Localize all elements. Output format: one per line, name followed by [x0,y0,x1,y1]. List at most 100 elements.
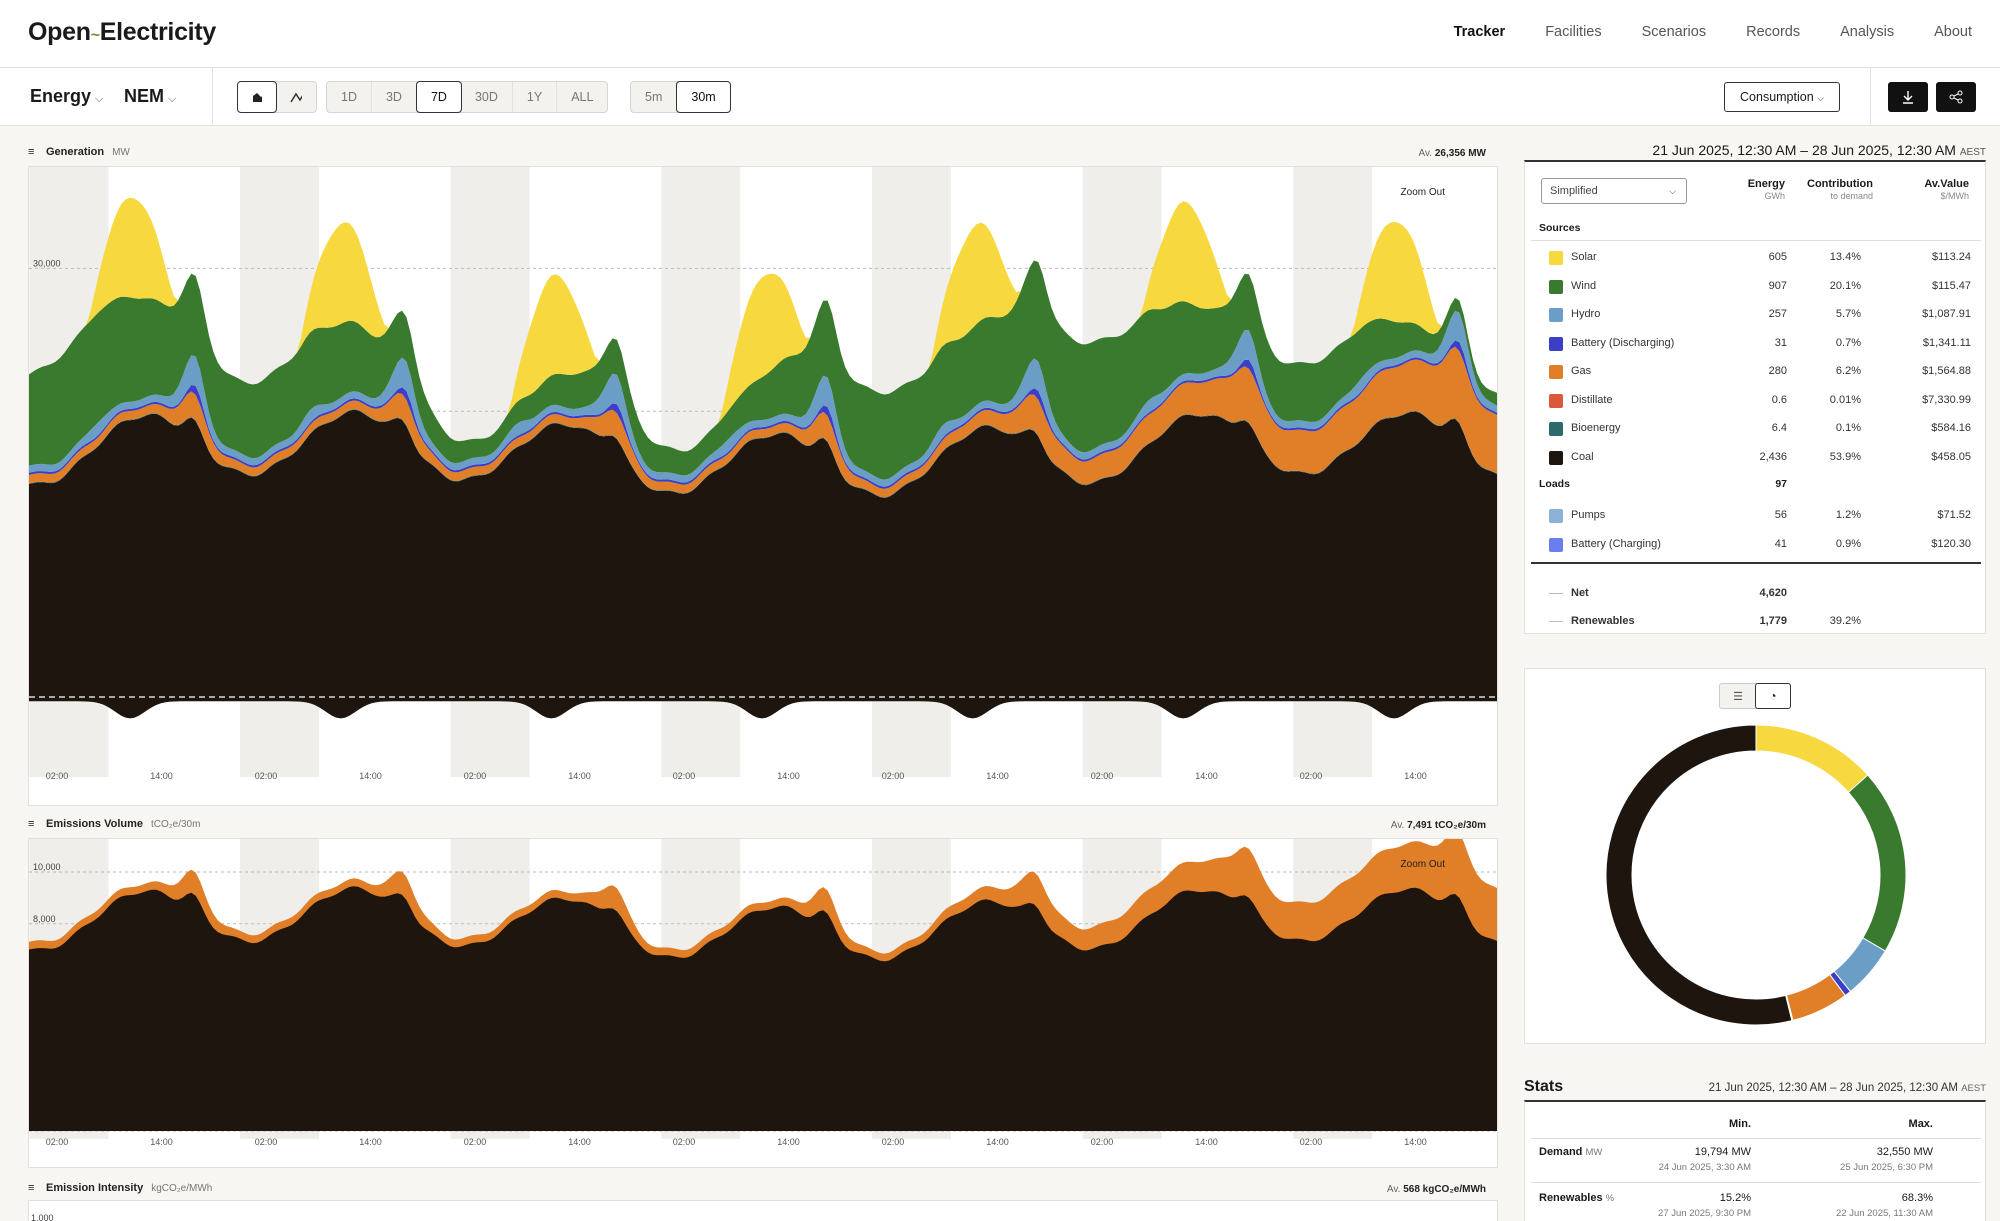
list-view-button[interactable]: ☰ [1720,684,1756,708]
row-name: Solar [1571,251,1597,263]
x-tick-label: 02:00 [1300,1137,1323,1147]
logo[interactable]: Open~Electricity [28,18,216,46]
table-row[interactable]: Coal 2,436 53.9% $458.05 [1539,444,1971,472]
interval-5m[interactable]: 5m [631,82,678,112]
table-row[interactable]: Wind 907 20.1% $115.47 [1539,273,1971,301]
color-swatch [1549,537,1563,552]
loads-area [29,697,1497,719]
color-swatch [1549,365,1563,379]
x-tick-label: 14:00 [359,771,382,781]
metric-selector[interactable]: Energy ⌵ [30,86,104,106]
generation-chart-svg[interactable]: 30,00020,00010,000002:0014:0002:0014:000… [29,167,1498,806]
line-chart-icon [290,92,302,103]
region-selector[interactable]: NEM ⌵ [124,86,177,106]
row-contribution: 0.7% [1835,336,1861,349]
divider [1531,562,1981,564]
nav-tracker[interactable]: Tracker [1453,24,1506,40]
row-energy: 41 [1774,537,1787,550]
consumption-dropdown[interactable]: Consumption ⌵ [1724,82,1840,112]
donut-slice-wind [1847,774,1907,952]
share-button[interactable] [1936,82,1976,112]
x-tick-label: 14:00 [1404,771,1427,781]
intensity-average: Av. 568 kgCO₂e/MWh [1386,1184,1486,1195]
x-tick-label: 14:00 [986,1137,1009,1147]
row-energy: 280 [1768,365,1787,377]
share-icon [1949,90,1963,104]
divider [1531,1182,1981,1183]
range-30d[interactable]: 30D [461,82,513,112]
range-all[interactable]: ALL [571,90,594,104]
emissions-chart[interactable]: 10,0008,0006,0004,0002,000002:0014:0002:… [28,838,1498,1168]
row-energy: 2,436 [1759,450,1787,463]
color-swatch [1549,422,1563,436]
line-chart-button[interactable] [276,82,316,112]
range-3d[interactable]: 3D [372,82,417,112]
table-row[interactable]: Gas 280 6.2% $1,564.88 [1539,358,1971,386]
row-contribution: 0.9% [1835,537,1861,550]
color-swatch [1549,308,1563,322]
mode-dropdown[interactable]: Simplified ⌵ [1541,178,1687,204]
donut-chart[interactable] [1525,669,1987,1045]
x-tick-label: 14:00 [1404,1137,1427,1147]
generation-chart[interactable]: 30,00020,00010,000002:0014:0002:0014:000… [28,166,1498,806]
emissions-header: ≡ Emissions Volume tCO₂e/30m [28,818,201,830]
table-row[interactable]: Battery (Discharging) 31 0.7% $1,341.11 [1539,330,1971,358]
nav-about[interactable]: About [1934,24,1972,40]
row-name: Distillate [1571,393,1613,406]
pie-icon: ◔ [1769,689,1777,703]
intensity-header: ≡ Emission Intensity kgCO₂e/MWh [28,1182,213,1194]
col-contribution: Contribution to demand [1807,178,1873,201]
table-row[interactable]: Hydro 257 5.7% $1,087.91 [1539,301,1971,329]
row-contribution: 13.4% [1829,251,1861,263]
coal-area [29,409,1497,697]
donut-view-button[interactable]: ◔ [1755,683,1791,709]
top-navigation: Open~Electricity Tracker Facilities Scen… [0,0,2000,68]
row-contribution: 0.01% [1829,393,1861,406]
row-contribution: 5.7% [1835,308,1861,320]
menu-icon[interactable]: ≡ [28,146,35,158]
table-row[interactable]: Distillate 0.6 0.01% $7,330.99 [1539,387,1971,415]
x-tick-label: 14:00 [150,1137,173,1147]
renewables-row: Renewables 1,779 39.2% [1539,608,1971,636]
table-row[interactable]: Pumps 56 1.2% $71.52 [1539,502,1971,530]
range-1d[interactable]: 1D [327,82,372,112]
zoom-out-button[interactable]: Zoom Out [1400,187,1445,198]
nav-scenarios[interactable]: Scenarios [1641,24,1707,40]
zoom-out-button[interactable]: Zoom Out [1400,859,1445,870]
area-chart-button[interactable] [237,81,277,113]
stats-renewables-min: 15.2% [1719,1192,1751,1204]
menu-icon[interactable]: ≡ [28,1182,35,1194]
color-swatch [1549,393,1563,408]
menu-icon[interactable]: ≡ [28,818,35,830]
table-row[interactable]: Bioenergy 6.4 0.1% $584.16 [1539,415,1971,443]
row-name: Coal [1571,450,1594,463]
download-button[interactable] [1888,82,1928,112]
stats-date-range: 21 Jun 2025, 12:30 AM – 28 Jun 2025, 12:… [1708,1082,1986,1094]
interval-30m[interactable]: 30m [676,81,731,113]
emissions-chart-svg[interactable]: 10,0008,0006,0004,0002,000002:0014:0002:… [29,839,1498,1168]
stats-renewables-max-time: 22 Jun 2025, 11:30 AM [1835,1208,1933,1219]
nav-records[interactable]: Records [1746,24,1801,40]
row-energy: 907 [1768,279,1787,292]
sources-label: Sources [1539,222,1581,234]
y-tick: 1,000 [31,1213,54,1221]
table-row[interactable]: Solar 605 13.4% $113.24 [1539,244,1971,272]
nav-facilities[interactable]: Facilities [1545,24,1602,40]
divider [1531,240,1981,241]
x-tick-label: 14:00 [1195,1137,1218,1147]
nav-analysis[interactable]: Analysis [1840,24,1895,40]
donut-slice-solar [1755,724,1869,794]
generation-average: Av. 26,356 MW [1418,148,1486,159]
table-row[interactable]: Battery (Charging) 41 0.9% $120.30 [1539,531,1971,559]
color-swatch [1549,279,1563,294]
intensity-chart[interactable]: 1,000 [28,1200,1498,1221]
x-tick-label: 14:00 [777,1137,800,1147]
range-7d[interactable]: 7D [415,81,462,113]
divider [1870,68,1871,126]
row-value: $1,087.91 [1922,308,1971,320]
chevron-down-icon: ⌵ [1669,186,1676,196]
net-row: Net 4,620 [1539,580,1971,608]
row-value: $1,341.11 [1922,336,1971,349]
row-value: $120.30 [1931,537,1971,550]
range-1y[interactable]: 1Y [513,82,558,112]
